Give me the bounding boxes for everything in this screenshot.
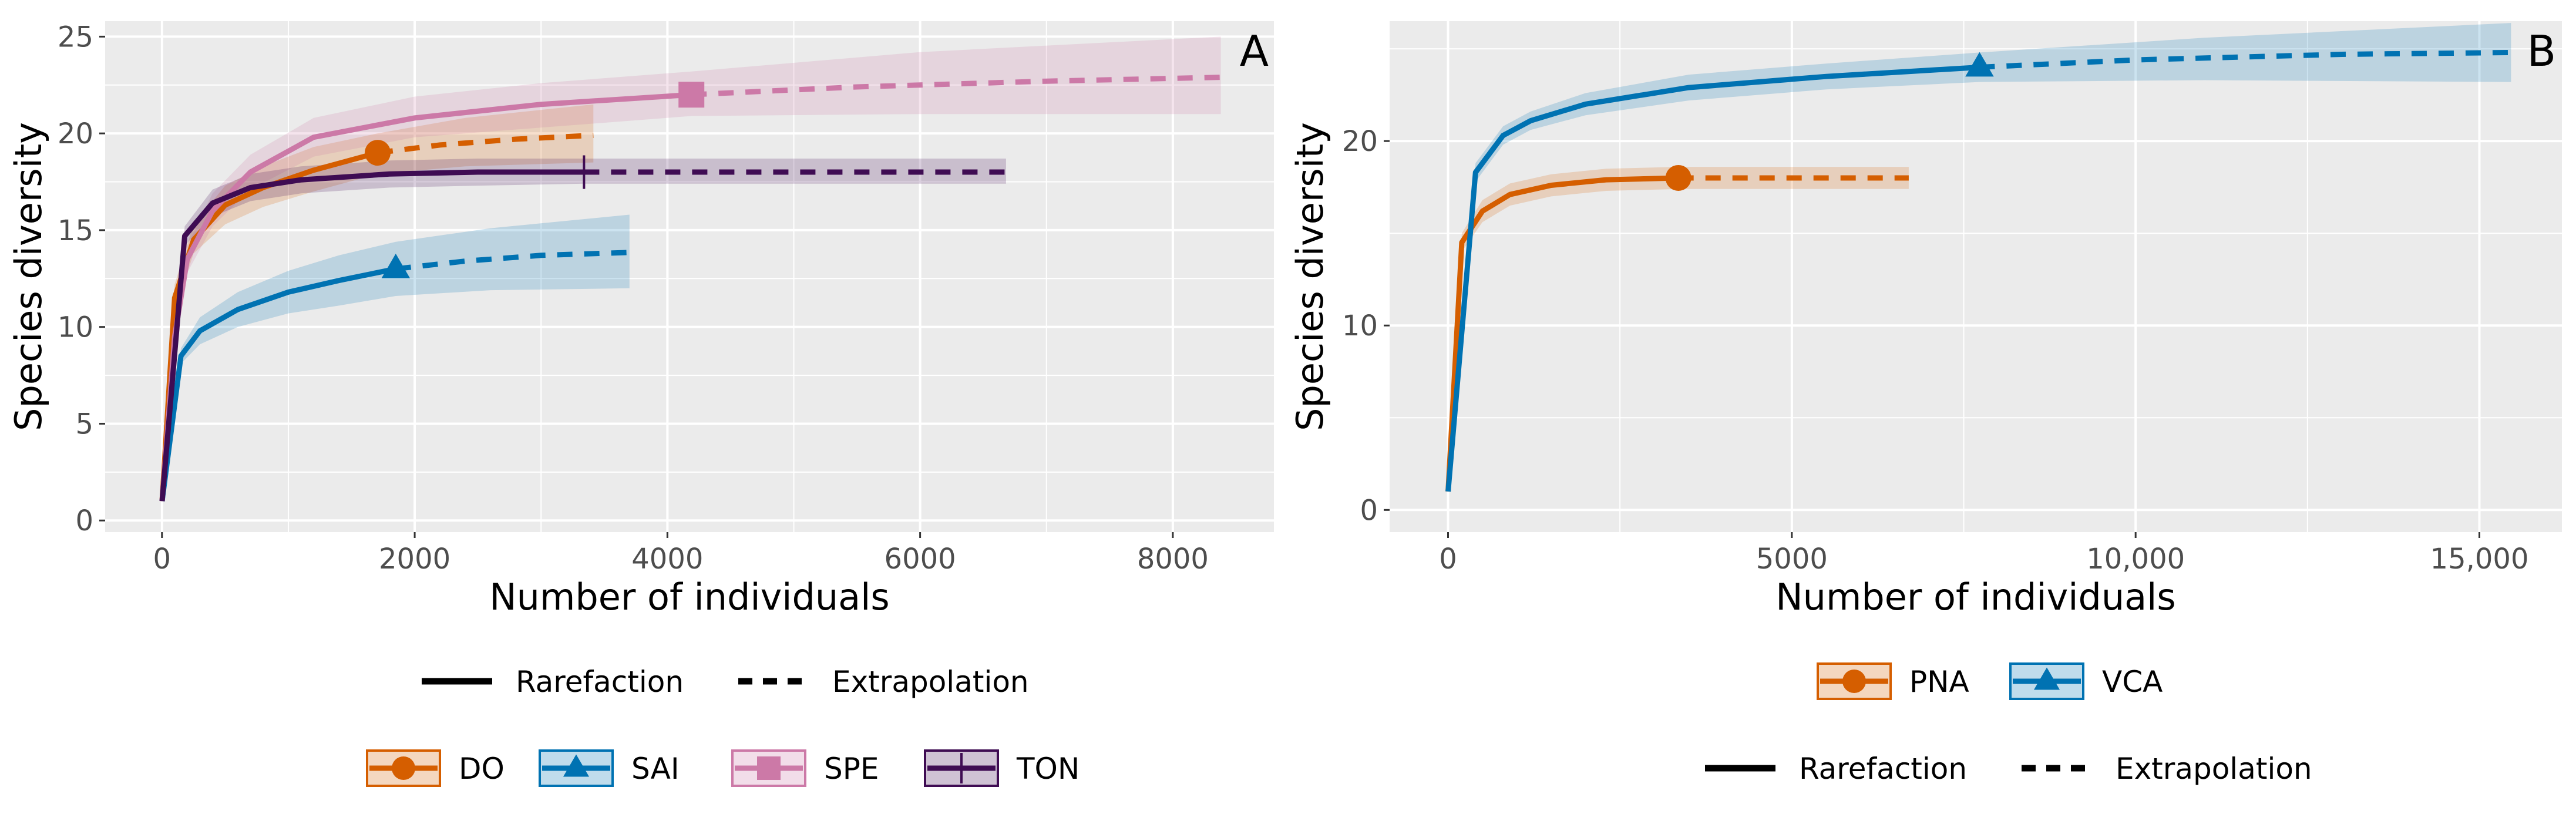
legend-label-sai: SAI [631,752,680,786]
y-tick-label: 15 [58,214,93,247]
x-tick-label: 6000 [885,543,956,576]
y-tick-label: 10 [1342,310,1378,342]
rarefaction-line-pna [1445,175,1679,492]
panel-b-letter: B [2527,26,2556,76]
y-tick-label: 0 [1360,494,1378,527]
panel-a-letter: A [1240,26,1269,76]
legend-label-do: DO [459,752,505,786]
legend-marker-vca [2033,667,2060,690]
rarefaction-line-vca [1445,65,1980,492]
y-tick-label: 10 [58,311,93,344]
legend-key-sai [539,749,614,787]
panel-b-y-axis-title: Species diversity [1289,122,1331,431]
panel-b-tick-marks: 0 5000 10,000 15,000 0 10 20 [1342,125,2529,576]
x-tick-label: 5000 [1756,543,1828,576]
x-tick-label: 8000 [1137,543,1209,576]
ci-band-pna [1448,167,1909,492]
panel-a-y-axis-title: Species diversity [7,122,50,431]
extrapolation-line-spe [691,75,1221,97]
panel-b-curves [1445,49,2511,492]
x-tick-label: 4000 [631,543,703,576]
rarefaction-line-sai [159,266,396,502]
x-tick-label: 0 [1439,543,1457,576]
ci-band-do [162,104,594,502]
legend-key-vca [2009,662,2084,700]
ci-band-spe [162,36,1221,502]
panel-a-x-axis-title: Number of individuals [489,576,889,618]
x-tick-label: 2000 [379,543,450,576]
ci-band-vca [1448,23,2511,492]
panel-a: 0 2000 4000 6000 8000 0 5 10 15 20 25 A Number of … [7,21,1274,787]
panel-b-confidence-bands [1448,23,2511,492]
panel-b-minor-gridlines [1390,21,2562,532]
rarefaction-line-do [159,150,379,502]
panel-a-observed-markers [365,82,705,278]
x-tick-label: 10,000 [2086,543,2185,576]
observed-point-sai [381,253,411,278]
x-tick-label: 0 [153,543,171,576]
legend-key-spe [731,749,806,787]
rarefaction-line-ton [159,169,584,502]
legend-label-pna: PNA [1909,665,1969,699]
x-tick-label: 15,000 [2430,543,2529,576]
legend-key-pna [1817,662,1892,700]
observed-point-pna [1665,164,1691,191]
legend-marker-do [392,756,415,780]
extrapolation-line-do [377,132,594,156]
legend-marker-pna [1842,670,1866,693]
legend-key-ton [924,749,999,787]
legend-extrapolation-label: Extrapolation [832,665,1029,699]
legend-label-ton: TON [1016,752,1080,786]
y-tick-label: 25 [58,21,93,53]
legend-rarefaction-label: Rarefaction [516,665,684,699]
observed-point-vca [1965,52,1994,77]
panel-b-legend: PNA VCA Rarefaction Extrapolation [1705,662,2312,786]
observed-point-do [365,140,391,166]
y-tick-label: 5 [75,408,93,440]
extrapolation-line-vca [1979,49,2511,70]
ci-band-sai [162,214,630,502]
observed-point-spe [678,82,705,108]
legend-key-do [366,749,441,787]
legend-label-vca: VCA [2102,665,2163,699]
panel-b-observed-markers [1665,52,1994,191]
panel-a-tick-marks: 0 2000 4000 6000 8000 0 5 10 15 20 25 [58,21,1209,576]
panel-a-major-gridlines [105,21,1274,532]
panel-b: 0 5000 10,000 15,000 0 10 20 B Number of indiv… [1289,21,2562,786]
y-tick-label: 0 [75,504,93,537]
legend-label-spe: SPE [824,752,879,786]
legend-extrapolation-label: Extrapolation [2116,752,2312,786]
panel-b-plot-background [1390,21,2562,532]
y-tick-label: 20 [58,117,93,150]
extrapolation-line-sai [395,250,630,272]
legend-marker-spe [757,756,781,780]
panel-a-curves [159,75,1221,502]
panel-b-x-axis-title: Number of individuals [1775,576,2175,618]
legend-marker-sai [563,754,590,777]
panel-a-legend: Rarefaction Extrapolation DO SAI SPE TON [366,665,1080,787]
legend-rarefaction-label: Rarefaction [1799,752,1967,786]
y-tick-label: 20 [1342,125,1378,158]
